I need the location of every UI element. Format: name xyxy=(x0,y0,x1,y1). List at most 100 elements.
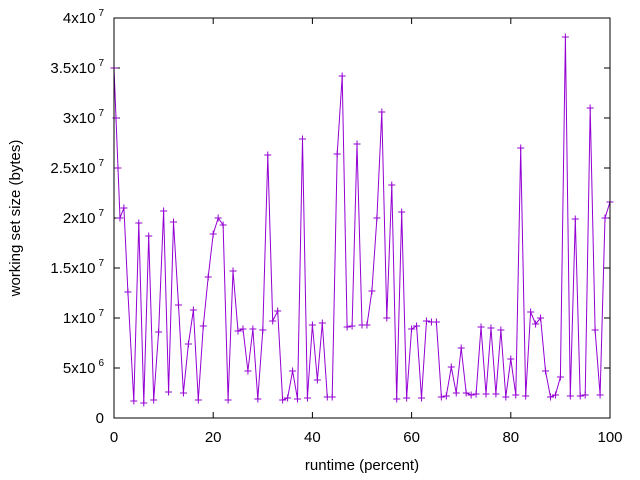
data-point xyxy=(388,181,396,189)
data-point xyxy=(522,392,530,400)
y-tick-label: 0 xyxy=(96,410,104,427)
data-point xyxy=(289,367,297,375)
data-point xyxy=(274,307,282,315)
data-point xyxy=(170,218,178,226)
data-point xyxy=(566,392,574,400)
data-point xyxy=(477,323,485,331)
data-point xyxy=(116,214,124,222)
data-point xyxy=(502,393,510,401)
data-point xyxy=(532,320,540,328)
data-point xyxy=(214,214,222,222)
data-point xyxy=(294,395,302,403)
data-point xyxy=(492,390,500,398)
data-point xyxy=(328,393,336,401)
y-tick-label: 3.5x10 7 xyxy=(50,58,104,77)
data-point xyxy=(160,207,168,215)
x-tick-label: 20 xyxy=(205,429,222,446)
data-point xyxy=(482,390,490,398)
data-point xyxy=(537,314,545,322)
series-line xyxy=(113,36,611,404)
data-point xyxy=(497,326,505,334)
y-tick-label: 1x10 7 xyxy=(63,308,105,327)
data-point xyxy=(219,221,227,229)
data-point xyxy=(418,394,426,402)
data-point xyxy=(120,204,128,212)
data-point xyxy=(507,355,515,363)
series-layer xyxy=(110,33,614,407)
data-point xyxy=(298,135,306,143)
data-point xyxy=(165,388,173,396)
x-tick-label: 0 xyxy=(110,429,118,446)
data-point xyxy=(318,319,326,327)
data-point xyxy=(333,150,341,158)
data-point xyxy=(224,396,232,404)
data-point xyxy=(353,140,361,148)
data-point xyxy=(462,389,470,397)
x-tick-label: 80 xyxy=(502,429,519,446)
data-point xyxy=(422,317,430,325)
data-point xyxy=(184,340,192,348)
data-point xyxy=(442,392,450,400)
data-point xyxy=(378,108,386,116)
y-tick-label: 4x10 7 xyxy=(63,8,105,27)
data-point xyxy=(204,273,212,281)
data-point xyxy=(239,325,247,333)
x-tick-label: 40 xyxy=(304,429,321,446)
data-point xyxy=(130,397,138,405)
data-point xyxy=(209,230,217,238)
data-point xyxy=(244,367,252,375)
data-point xyxy=(467,391,475,399)
data-point xyxy=(437,393,445,401)
y-tick-label: 1.5x10 7 xyxy=(50,258,104,277)
data-point xyxy=(576,392,584,400)
data-point xyxy=(135,219,143,227)
data-point xyxy=(229,267,237,275)
data-point xyxy=(313,376,321,384)
data-point xyxy=(269,317,277,325)
data-point xyxy=(546,393,554,401)
data-point xyxy=(452,389,460,397)
data-point xyxy=(408,325,416,333)
x-tick-label: 100 xyxy=(597,429,622,446)
data-point xyxy=(140,399,148,407)
data-point xyxy=(194,396,202,404)
data-point xyxy=(259,326,267,334)
data-point xyxy=(512,391,520,399)
data-point xyxy=(348,322,356,330)
data-point xyxy=(601,214,609,222)
data-point xyxy=(189,306,197,314)
data-point xyxy=(234,327,242,335)
data-point xyxy=(114,164,122,172)
data-point xyxy=(338,72,346,80)
data-point xyxy=(383,314,391,322)
x-tick-label: 60 xyxy=(403,429,420,446)
data-point xyxy=(264,151,272,159)
data-point xyxy=(591,326,599,334)
y-tick-label: 3x10 7 xyxy=(63,108,105,127)
data-point xyxy=(517,144,525,152)
data-point xyxy=(457,344,465,352)
data-point xyxy=(249,325,257,333)
y-axis-ticks: 0 5x10 6 1x10 7 1.5x10 7 2x10 7 2.5x10 7 3x10 7 3.5x1… xyxy=(50,8,610,427)
data-point xyxy=(527,308,535,316)
data-point xyxy=(199,322,207,330)
data-point xyxy=(124,288,132,296)
data-point xyxy=(571,215,579,223)
y-axis-label: working set size (bytes) xyxy=(7,140,24,298)
data-point xyxy=(447,363,455,371)
x-axis-label: runtime (percent) xyxy=(305,457,419,474)
data-point xyxy=(308,321,316,329)
data-point xyxy=(556,373,564,381)
data-point xyxy=(432,318,440,326)
data-point xyxy=(403,394,411,402)
data-point xyxy=(368,287,376,295)
data-point xyxy=(284,394,292,402)
data-point xyxy=(487,324,495,332)
y-tick-label: 2.5x10 7 xyxy=(50,158,104,177)
data-point xyxy=(393,395,401,403)
data-point xyxy=(179,389,187,397)
data-point xyxy=(413,322,421,330)
data-point xyxy=(561,33,569,41)
data-point xyxy=(551,391,559,399)
